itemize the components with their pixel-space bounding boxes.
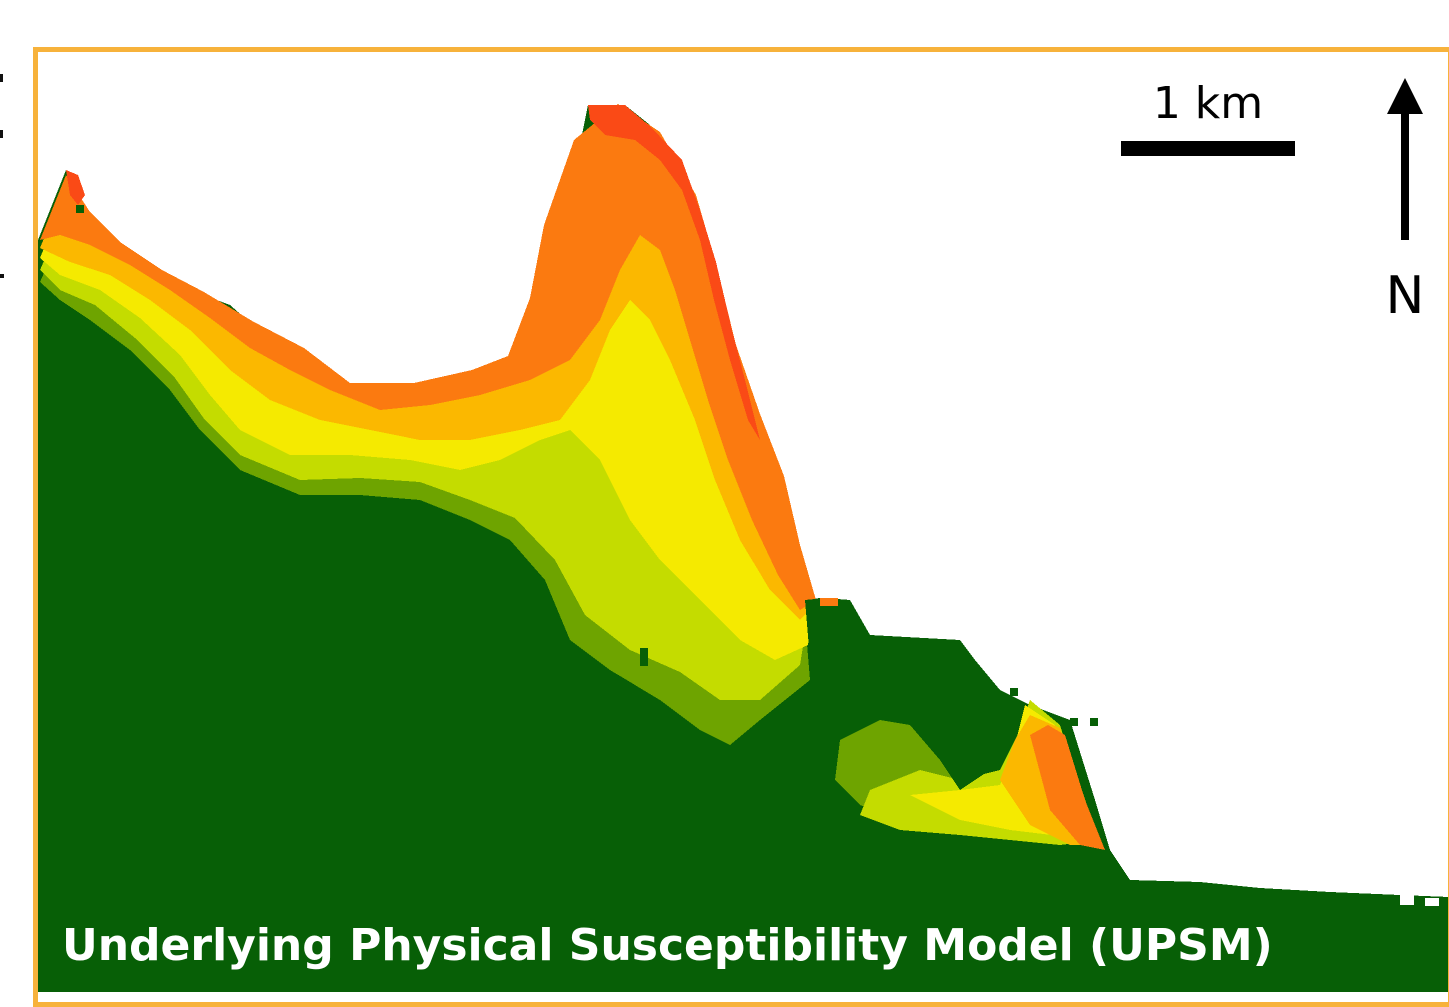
map-frame [33,47,1449,1007]
susceptibility-map [38,104,1448,992]
map-title: Underlying Physical Susceptibility Model… [62,920,1273,971]
zone-high [40,104,816,610]
land-dot-1 [640,648,648,666]
land-patch-mid [805,598,1008,790]
coast-notch-2 [1425,898,1439,906]
north-label: N [1385,266,1425,326]
land-dot-3 [1070,718,1078,726]
orange-dot [820,598,838,606]
scale-bar [1121,141,1295,156]
zone-very-high-tip [66,170,85,205]
clipped-edge-marks [0,74,4,278]
land-dot-5 [1010,688,1018,696]
zone-high-pond [1030,725,1105,850]
coast-notch-1 [1400,895,1414,905]
land-dot-4 [1090,718,1098,726]
zone-very-high [588,105,760,440]
north-arrow-icon [1387,78,1423,240]
scale-bar-label: 1 km [1152,78,1264,129]
land-dot-2 [76,205,84,213]
